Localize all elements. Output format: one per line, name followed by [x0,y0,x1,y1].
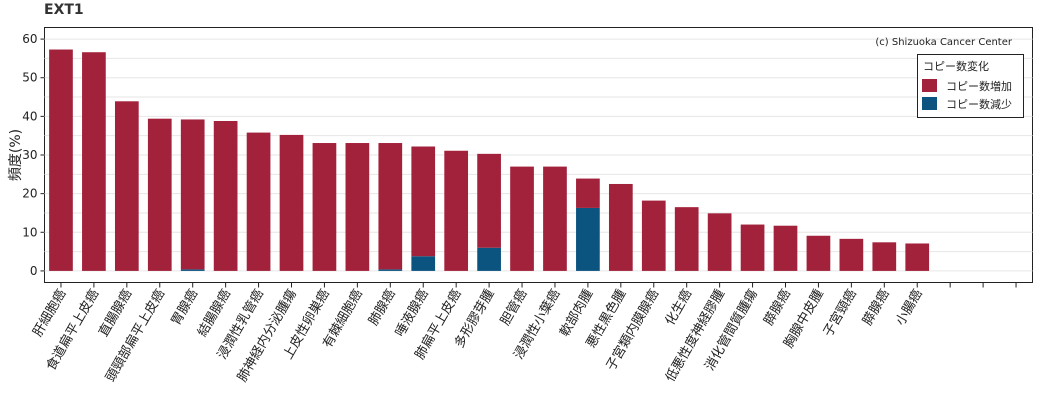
grid-lines [44,38,1033,272]
bar-increase [576,178,600,208]
y-tick-label: 10 [22,225,37,239]
bar-increase [411,146,436,257]
bar-increase [608,183,633,271]
bar-increase [345,143,370,271]
bar-increase [872,242,897,271]
y-tick-label: 20 [22,187,37,201]
bar-increase [213,121,238,271]
bars [49,49,930,271]
legend-swatch-decrease [922,97,937,110]
chart-title: EXT1 [44,2,84,18]
bar-increase [49,49,73,271]
x-tick-label: 化生癌 [662,287,695,329]
bar-increase [444,150,469,271]
legend: コピー数変化 コピー数増加 コピー数減少 [917,54,1024,118]
bar-increase [806,235,831,271]
bar-decrease [576,207,600,271]
bar-increase [543,166,567,271]
y-tick-label: 50 [22,71,37,85]
bar-increase [905,243,930,271]
bar-increase [477,153,501,248]
bar-increase [707,213,732,271]
legend-label-decrease: コピー数減少 [946,97,1012,111]
bar-increase [279,134,304,271]
bar-decrease [477,247,501,271]
x-tick-label: 頭頸部扁平上皮癌 [102,287,168,385]
y-tick-label: 30 [22,148,37,162]
x-tick-label: 胆管癌 [497,287,530,329]
x-tick-label: 肺腺癌 [365,287,398,329]
x-tick-label: 肺神経内分泌腫瘍 [234,287,300,385]
x-tick-label: 低悪性度神経膠腫 [662,287,728,385]
x-tick-label: 膵腺癌 [761,287,794,329]
bar-increase [773,225,798,271]
y-tick-label: 40 [22,109,37,123]
bar-increase [510,166,534,271]
legend-label-increase: コピー数増加 [946,80,1012,93]
bar-increase [674,207,699,271]
bar-increase [147,118,172,271]
bar-increase [839,238,864,271]
bar-increase [641,200,666,271]
legend-title: コピー数変化 [923,59,989,73]
bar-increase [114,101,139,271]
bar-decrease [180,269,205,271]
x-tick-label: 胃腺癌 [168,287,201,329]
bar-increase [312,143,337,271]
bar-increase [82,52,106,271]
legend-swatch-increase [922,79,937,92]
y-axis-title: 頻度(%) [8,129,24,181]
bar-decrease [378,269,403,271]
bar-decrease [411,256,436,271]
x-tick-label: 膵腺癌 [859,287,892,329]
bar-increase [378,143,403,270]
credit-text: (c) Shizuoka Cancer Center [875,37,1013,48]
y-tick-label: 0 [30,264,38,278]
bar-increase [180,119,205,270]
y-tick-label: 60 [22,32,37,46]
x-tick-label: 小腸癌 [892,287,925,329]
bar-increase [246,132,271,271]
bar-increase [740,224,765,271]
